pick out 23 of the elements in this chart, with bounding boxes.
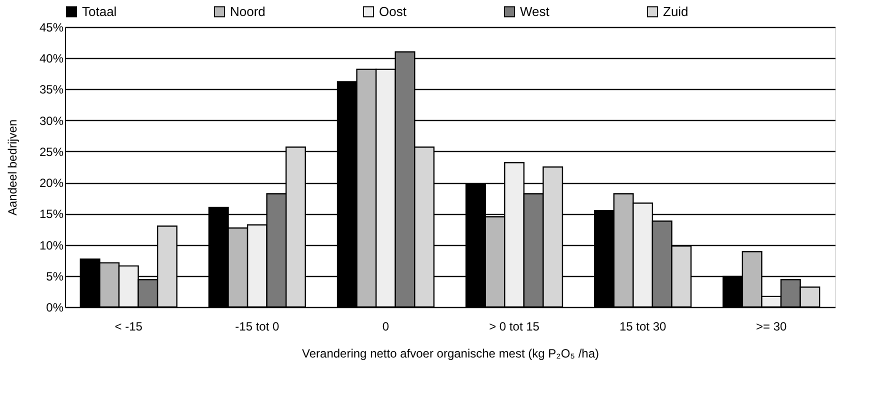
y-tick-label: 5% bbox=[46, 269, 64, 284]
x-tick-label: > 0 tot 15 bbox=[489, 320, 540, 334]
y-tick-label: 35% bbox=[39, 82, 64, 97]
y-tick-label: 45% bbox=[39, 20, 64, 34]
x-tick-label: >= 30 bbox=[756, 320, 788, 334]
x-axis-title: Verandering netto afvoer organische mest (kg P₂O₅ /ha) bbox=[302, 346, 599, 360]
legend-label: Noord bbox=[230, 4, 266, 19]
x-tick-label: < -15 bbox=[114, 320, 143, 334]
y-tick-label: 10% bbox=[39, 238, 64, 252]
legend-label: Totaal bbox=[82, 4, 117, 19]
y-tick-label: 30% bbox=[39, 114, 64, 128]
x-tick-label: -15 tot 0 bbox=[235, 320, 280, 334]
y-tick-label: 20% bbox=[39, 176, 64, 190]
legend-label: West bbox=[520, 4, 550, 19]
y-axis-title: Aandeel bedrijven bbox=[5, 119, 20, 216]
y-tick-label: 40% bbox=[39, 52, 64, 66]
x-tick-label: 15 tot 30 bbox=[619, 320, 666, 334]
x-tick-label: 0 bbox=[382, 320, 390, 334]
legend-label: Oost bbox=[379, 4, 407, 19]
y-tick-label: 0% bbox=[46, 300, 64, 314]
y-tick-label: 15% bbox=[39, 207, 64, 222]
legend-label: Zuid bbox=[663, 4, 688, 19]
y-tick-label: 25% bbox=[39, 144, 64, 159]
